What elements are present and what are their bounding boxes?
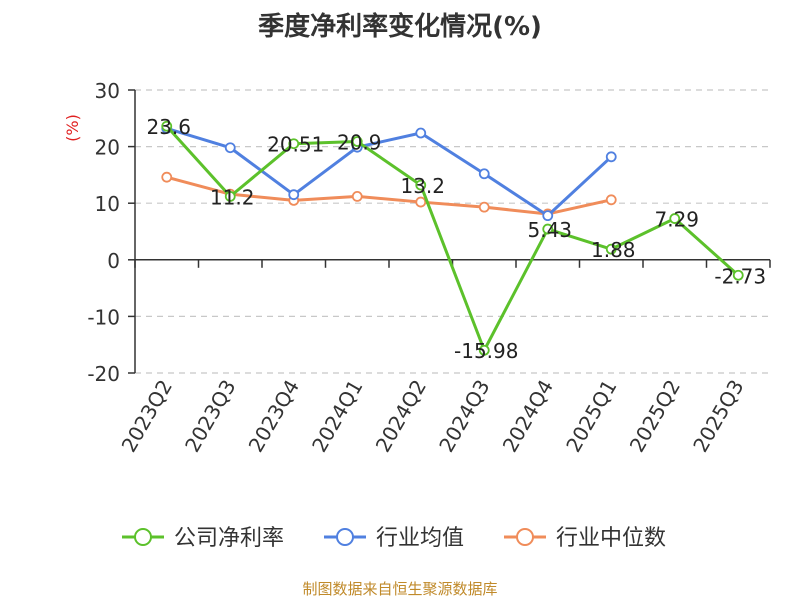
data-point xyxy=(415,127,427,139)
x-tick-label: 2023Q3 xyxy=(180,376,240,457)
series-line xyxy=(165,125,740,352)
data-point xyxy=(224,191,236,202)
y-tick-label: 20 xyxy=(95,136,120,160)
x-tick-label: 2023Q2 xyxy=(117,376,177,457)
data-point xyxy=(288,189,300,201)
series-line xyxy=(166,127,613,218)
data-point xyxy=(288,138,300,150)
y-tick-label: -10 xyxy=(87,305,120,329)
y-tick-label: -20 xyxy=(87,362,120,386)
data-point xyxy=(605,151,617,163)
source-note: 制图数据来自恒生聚源数据库 xyxy=(302,580,498,598)
data-point xyxy=(605,194,617,206)
y-tick-label: 0 xyxy=(107,249,120,273)
legend-label: 公司净利率 xyxy=(174,526,284,551)
x-tick-label: 2023Q4 xyxy=(244,376,304,457)
data-point xyxy=(542,210,554,222)
data-point xyxy=(669,213,681,224)
x-tick-label: 2025Q1 xyxy=(561,376,621,457)
data-label: 7.29 xyxy=(654,208,699,232)
data-label: 1.88 xyxy=(591,238,636,262)
data-point xyxy=(351,136,363,147)
y-tick-label: 10 xyxy=(95,192,120,216)
legend-marker xyxy=(336,528,354,546)
chart-title: 季度净利率变化情况(%) xyxy=(258,12,542,42)
data-label: 13.2 xyxy=(400,174,445,198)
data-point xyxy=(161,171,173,183)
data-point xyxy=(478,344,490,356)
legend-label: 行业中位数 xyxy=(556,526,666,551)
data-point xyxy=(478,201,490,213)
legend: 公司净利率 行业均值 行业中位数 xyxy=(122,526,666,551)
x-tick-label: 2024Q3 xyxy=(434,376,494,457)
x-tick-label: 2025Q3 xyxy=(688,376,748,457)
grid-layer xyxy=(135,89,770,374)
data-point xyxy=(542,223,554,235)
data-label: 5.43 xyxy=(527,218,572,242)
legend-item: 行业均值 xyxy=(324,526,464,551)
legend-item: 行业中位数 xyxy=(504,526,666,551)
data-point xyxy=(732,269,744,281)
y-axis-label: (%) xyxy=(63,114,82,142)
data-point xyxy=(351,191,363,202)
data-label: -15.98 xyxy=(454,339,518,363)
data-label: 20.9 xyxy=(337,131,382,155)
x-tick-label: 2024Q1 xyxy=(307,376,367,457)
data-point xyxy=(605,243,617,255)
data-point xyxy=(478,168,490,180)
x-tick-label: 2024Q2 xyxy=(371,376,431,457)
legend-label: 行业均值 xyxy=(376,526,464,551)
y-tick-label: 30 xyxy=(95,79,120,103)
data-label: 20.51 xyxy=(267,133,324,157)
x-tick-label: 2025Q2 xyxy=(625,376,685,457)
series-line xyxy=(166,175,612,216)
data-label: 11.2 xyxy=(210,185,255,209)
label-layer: 23.6 11.2 20.51 20.9 13.2 -15.98 5.43 1.88 7.29 -… xyxy=(146,115,766,363)
data-point xyxy=(415,179,427,191)
series-layer xyxy=(161,120,744,356)
data-label: -2.73 xyxy=(714,264,766,288)
x-tick-label: 2024Q4 xyxy=(498,376,558,457)
data-point xyxy=(224,142,236,154)
data-point xyxy=(415,196,427,208)
data-label: 23.6 xyxy=(146,115,191,139)
legend-item: 公司净利率 xyxy=(122,526,284,551)
legend-marker xyxy=(516,528,534,546)
legend-marker xyxy=(134,528,152,546)
data-point xyxy=(161,120,173,132)
